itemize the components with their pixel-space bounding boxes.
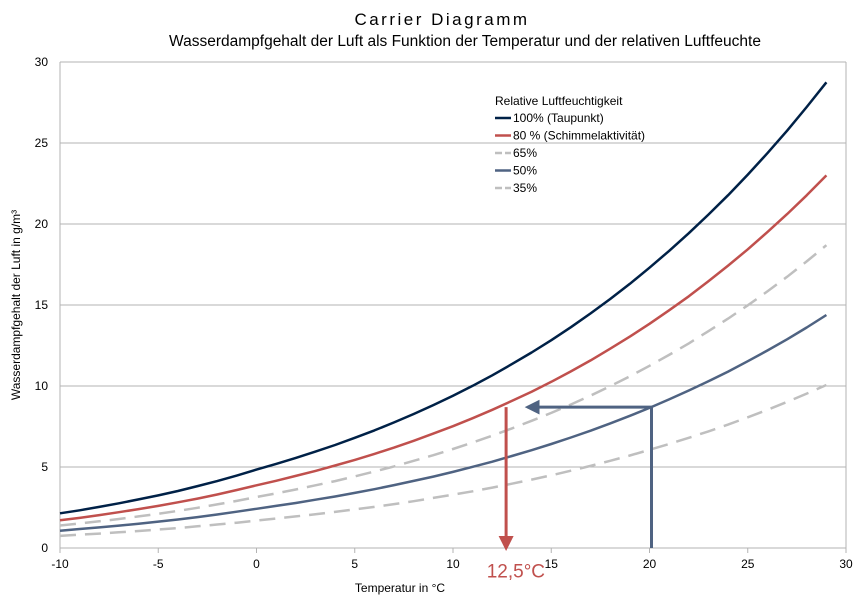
series-line-1 <box>59 174 828 522</box>
x-tick-label: 25 <box>741 557 755 571</box>
chart-subtitle: Wasserdampfgehalt der Luft als Funktion … <box>169 33 761 50</box>
legend-label-1: 80 % (Schimmelaktivität) <box>513 129 645 143</box>
legend-label-0: 100% (Taupunkt) <box>513 111 604 125</box>
legend-label-4: 35% <box>513 181 537 195</box>
legend-title: Relative Luftfeuchtigkeit <box>495 94 623 108</box>
annotation-layer: 12,5°C <box>487 399 653 582</box>
x-tick-label: 20 <box>643 557 657 571</box>
series-layer <box>59 81 828 538</box>
legend: Relative Luftfeuchtigkeit 100% (Taupunkt)… <box>495 94 645 195</box>
legend-label-3: 50% <box>513 164 537 178</box>
x-tick-label: 10 <box>446 557 460 571</box>
y-tick-label: 5 <box>41 460 48 474</box>
series-line-3 <box>59 313 828 532</box>
y-tick-label: 30 <box>35 55 49 69</box>
x-tick-label: -10 <box>51 557 69 571</box>
y-tick-label: 20 <box>35 217 49 231</box>
annotation-label: 12,5°C <box>487 561 545 582</box>
x-tick-label: 30 <box>839 557 853 571</box>
x-tick-label: 15 <box>545 557 559 571</box>
x-tick-label: -5 <box>153 557 164 571</box>
x-tick-label: 5 <box>351 557 358 571</box>
legend-label-2: 65% <box>513 146 537 160</box>
series-line-0 <box>59 81 828 515</box>
chart-title: Carrier Diagramm <box>354 10 529 29</box>
y-tick-label: 15 <box>35 298 49 312</box>
y-axis-label: Wasserdampfgehalt der Luft in g/m³ <box>9 210 23 400</box>
x-tick-label: 0 <box>253 557 260 571</box>
y-tick-label: 25 <box>35 136 49 150</box>
grid-layer <box>60 61 846 549</box>
y-tick-label: 10 <box>35 379 49 393</box>
axis-layer: 0 5 10 15 20 25 30 -10 -5 0 5 10 15 20 25 30 <box>35 55 853 571</box>
y-tick-label: 0 <box>41 541 48 555</box>
series-line-4 <box>59 383 827 538</box>
annotation-arrow-0 <box>524 399 653 548</box>
series-line-2 <box>59 244 828 527</box>
x-axis-label: Temperatur in °C <box>355 581 445 595</box>
